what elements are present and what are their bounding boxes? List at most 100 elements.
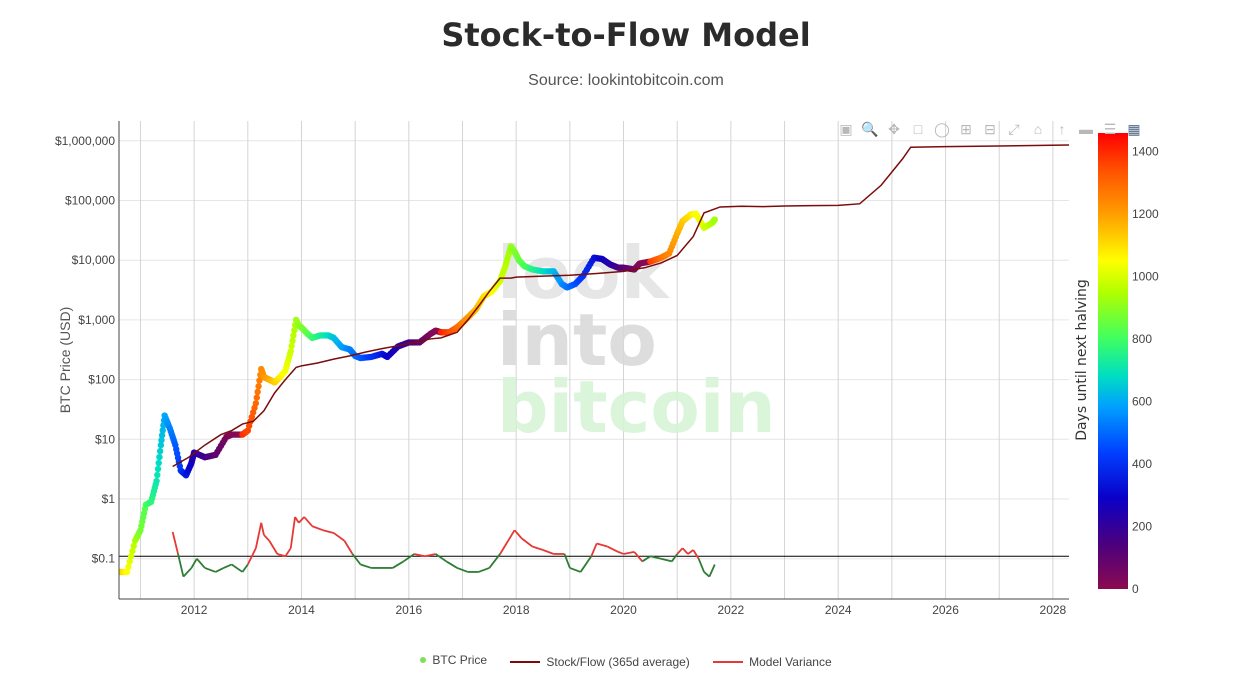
legend-label: Model Variance bbox=[749, 655, 832, 669]
legend-line-swatch bbox=[510, 661, 541, 663]
zoom-out-icon[interactable]: ⊟ bbox=[984, 121, 996, 137]
model-variance-segment bbox=[623, 551, 635, 555]
model-variance-segment bbox=[392, 560, 404, 569]
btc-price-point bbox=[156, 447, 164, 455]
colorbar-tick-label: 800 bbox=[1132, 332, 1152, 346]
modebar-toolbar: ▣ 🔍 ✥ □ ◯ ⊞ ⊟ ⤢ ⌂ ↑ ▬ ☰ ▦ bbox=[836, 120, 1144, 138]
model-variance-segment bbox=[563, 553, 571, 569]
x-tick-label: 2026 bbox=[932, 603, 959, 617]
btc-price-point[interactable] bbox=[123, 568, 131, 576]
btc-price-point bbox=[156, 453, 163, 461]
model-variance-segment bbox=[456, 567, 469, 573]
x-tick-label: 2020 bbox=[610, 603, 637, 617]
model-variance-segment bbox=[579, 555, 593, 573]
colorbar-gradient bbox=[1098, 133, 1128, 589]
colorbar-tick-label: 200 bbox=[1132, 520, 1152, 534]
model-variance-segment bbox=[687, 549, 694, 555]
legend-item-model-variance[interactable]: Model Variance bbox=[713, 655, 832, 669]
colorbar-tick-label: 600 bbox=[1132, 395, 1152, 409]
x-tick-label: 2012 bbox=[181, 603, 208, 617]
model-variance-segment bbox=[650, 555, 662, 560]
x-tick-label: 2024 bbox=[825, 603, 852, 617]
y-tick-label: $100 bbox=[88, 373, 115, 387]
legend-label: BTC Price bbox=[432, 653, 488, 667]
compare-icon[interactable]: ☰ bbox=[1103, 121, 1117, 137]
model-variance-segment bbox=[697, 558, 705, 573]
model-variance-segment bbox=[231, 563, 243, 573]
model-variance-segment bbox=[507, 529, 516, 542]
btc-price-point[interactable] bbox=[711, 216, 718, 223]
btc-price-point bbox=[291, 327, 298, 334]
btc-price-point bbox=[154, 465, 162, 473]
legend-item-btc-price[interactable]: BTC Price bbox=[420, 653, 487, 667]
watermark-bitcoin: bitcoin bbox=[497, 365, 776, 449]
btc-price-point[interactable] bbox=[157, 441, 165, 449]
colorbar-title: Days until next halving bbox=[1074, 279, 1090, 441]
colorbar: 0 200 400 600 800 1000 1200 1400 bbox=[1098, 133, 1159, 596]
model-variance-segment bbox=[171, 531, 179, 555]
btc-price-point bbox=[129, 547, 136, 555]
home-icon[interactable]: ⌂ bbox=[1033, 121, 1043, 137]
model-variance-segment bbox=[402, 553, 415, 563]
x-tick-label: 2028 bbox=[1040, 603, 1067, 617]
model-variance-segment bbox=[322, 529, 334, 534]
btc-price-point[interactable] bbox=[153, 477, 160, 485]
model-variance-segment bbox=[513, 529, 523, 539]
model-variance-segment bbox=[177, 553, 185, 577]
btc-price-point bbox=[127, 553, 135, 560]
model-variance-segment bbox=[298, 516, 305, 524]
camera-icon[interactable]: ▣ bbox=[839, 121, 853, 137]
btc-price-point bbox=[158, 432, 166, 439]
model-variance-segment bbox=[303, 516, 313, 527]
legend-item-stock-flow[interactable]: Stock/Flow (365d average) bbox=[510, 655, 690, 669]
colorbar-tick-label: 400 bbox=[1132, 457, 1152, 471]
model-variance-segment bbox=[414, 553, 426, 558]
model-variance-segment bbox=[532, 545, 544, 551]
watermark-into: into bbox=[497, 298, 657, 382]
model-variance-segment bbox=[223, 563, 233, 569]
logo-icon[interactable]: ▦ bbox=[1127, 121, 1141, 137]
model-variance-segment bbox=[241, 563, 249, 573]
pan-icon[interactable]: ✥ bbox=[888, 121, 900, 137]
spike-icon[interactable]: ↑ bbox=[1058, 121, 1066, 137]
model-variance-segment bbox=[254, 522, 263, 549]
model-variance-segment bbox=[607, 545, 619, 553]
model-variance-segment bbox=[617, 551, 624, 555]
model-variance-segment bbox=[676, 547, 684, 555]
y-tick-label: $0.1 bbox=[92, 552, 116, 566]
model-variance-segment bbox=[182, 567, 193, 578]
model-variance-segment bbox=[520, 537, 533, 548]
colorbar-tick-label: 1200 bbox=[1132, 207, 1159, 221]
zoom-in-icon[interactable]: ⊞ bbox=[960, 121, 972, 137]
plot-area[interactable] bbox=[116, 144, 1069, 578]
model-variance-segment bbox=[542, 549, 555, 555]
btc-price-point bbox=[288, 342, 295, 350]
model-variance-segment bbox=[708, 564, 716, 578]
btc-price-point[interactable] bbox=[252, 400, 260, 407]
box-select-icon[interactable]: □ bbox=[913, 121, 923, 137]
model-variance-segment bbox=[478, 567, 490, 573]
hover-icon[interactable]: ▬ bbox=[1079, 121, 1093, 137]
model-variance-segment bbox=[633, 551, 643, 563]
btc-price-point[interactable] bbox=[287, 347, 294, 355]
btc-price-point bbox=[289, 337, 296, 344]
autoscale-icon[interactable]: ⤢ bbox=[1008, 121, 1020, 137]
watermark: look into bitcoin bbox=[497, 231, 776, 449]
y-tick-label: $100,000 bbox=[65, 194, 115, 208]
zoom-icon[interactable]: 🔍 bbox=[861, 121, 879, 137]
legend-line-swatch bbox=[713, 661, 744, 663]
x-tick-label: 2018 bbox=[503, 603, 530, 617]
chart-subtitle: Source: lookintobitcoin.com bbox=[528, 72, 724, 89]
model-variance-segment bbox=[641, 555, 651, 563]
x-tick-label: 2016 bbox=[395, 603, 422, 617]
model-variance-segment bbox=[311, 525, 324, 532]
stock-flow-line[interactable] bbox=[172, 144, 1069, 468]
model-variance-segment bbox=[268, 540, 279, 555]
model-variance-segment bbox=[263, 534, 270, 542]
y-axis-label: BTC Price (USD) bbox=[57, 307, 73, 414]
lasso-icon[interactable]: ◯ bbox=[934, 121, 950, 137]
model-variance-segment bbox=[596, 542, 608, 548]
model-variance-segment bbox=[333, 532, 345, 542]
btc-price-point bbox=[159, 427, 166, 434]
